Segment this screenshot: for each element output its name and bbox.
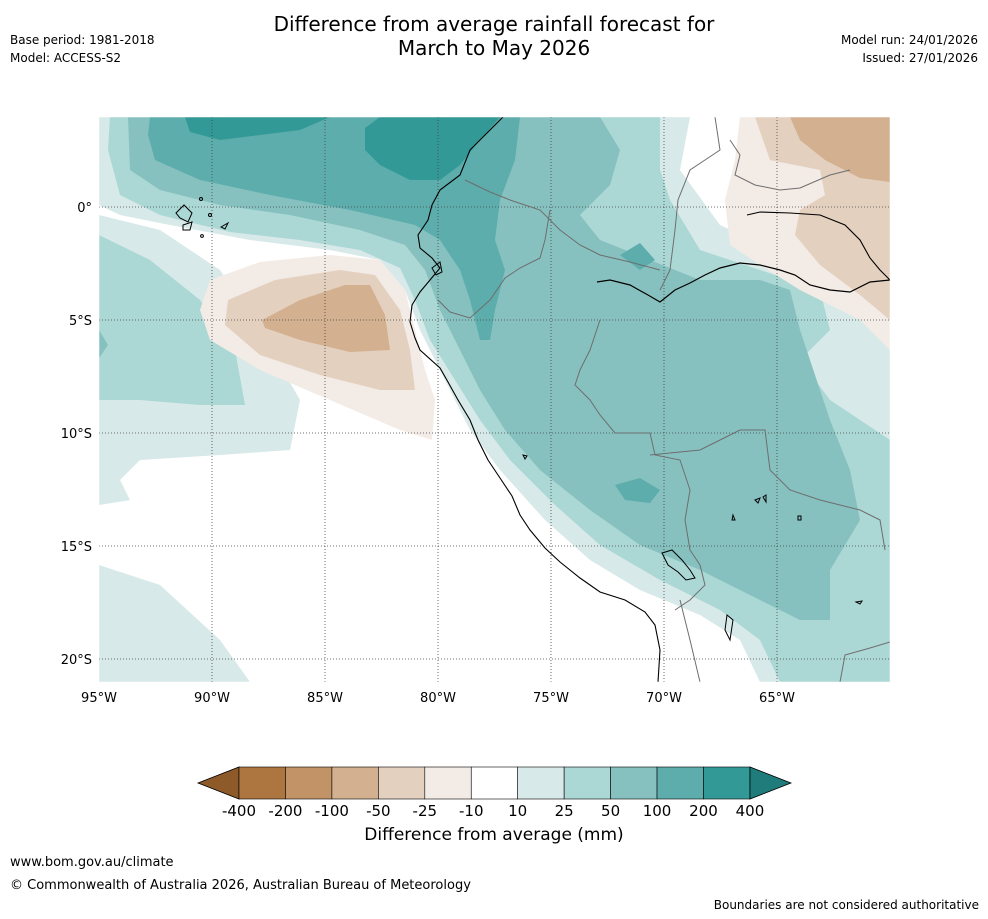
- contour-neg50-neg100-ne: [790, 117, 890, 182]
- colorbar-tick-label: -100: [315, 802, 349, 820]
- model-run: Model run: 24/01/2026: [840, 33, 978, 47]
- contour-100-200-patch2: [620, 243, 655, 270]
- title-line-2: March to May 2026: [397, 36, 591, 60]
- gridlines: [99, 117, 890, 682]
- footer-url: www.bom.gov.au/climate: [10, 855, 174, 870]
- lat-label: 5°S: [69, 314, 92, 329]
- contour-10-25-south: [99, 565, 250, 682]
- colorbar-tick-label: -25: [413, 802, 438, 820]
- map-title: Difference from average rainfall forecas…: [0, 12, 988, 60]
- colorbar-swatch: [285, 766, 333, 800]
- colorbar-swatch: [331, 766, 379, 800]
- contour-50-100-west: [99, 330, 108, 358]
- colorbar-tick-label: 100: [643, 802, 672, 820]
- latitude-labels: 0° 5°S 10°S 15°S 20°S: [61, 201, 92, 668]
- lon-label: 95°W: [81, 691, 117, 706]
- colorbar: -400 -200 -100 -50 -25 -10 10 25 50 100 200 400: [196, 766, 793, 820]
- colorbar-extend-high: [749, 766, 793, 800]
- lon-label: 85°W: [307, 691, 343, 706]
- small-lakes: [522, 454, 864, 642]
- lat-label: 10°S: [61, 427, 92, 442]
- colorbar-tick-label: -200: [268, 802, 302, 820]
- colorbar-tick-label: 400: [736, 802, 765, 820]
- contour-200-400-w: [185, 117, 330, 140]
- lon-label: 80°W: [420, 691, 456, 706]
- colorbar-swatch: [238, 766, 286, 800]
- lon-label: 70°W: [646, 691, 682, 706]
- colorbar-tick-label: 25: [555, 802, 574, 820]
- lon-label: 90°W: [194, 691, 230, 706]
- amazon-river: [596, 262, 890, 303]
- lon-label: 75°W: [533, 691, 569, 706]
- map-frame: [98, 116, 891, 683]
- contour-100-200-patch: [615, 478, 660, 503]
- gulf-island: [431, 261, 443, 276]
- colorbar-swatch: [656, 766, 704, 800]
- colorbar-swatch: [517, 766, 565, 800]
- colorbar-swatch: [378, 766, 426, 800]
- meta-left: Base period: 1981-2018 Model: ACCESS-S2: [10, 31, 155, 67]
- colorbar-swatch: [610, 766, 658, 800]
- lat-label: 0°: [77, 201, 92, 216]
- colorbar-tick-label: 200: [689, 802, 718, 820]
- colorbar-tick-label: 10: [508, 802, 527, 820]
- galapagos-islands: [175, 197, 230, 238]
- colorbar-swatch: [424, 766, 472, 800]
- colorbar-swatch: [563, 766, 611, 800]
- colorbar-swatch: [703, 766, 751, 800]
- colorbar-extend-low: [196, 766, 240, 800]
- lat-label: 20°S: [61, 653, 92, 668]
- footer-disclaimer: Boundaries are not considered authoritat…: [713, 898, 979, 912]
- lat-label: 15°S: [61, 540, 92, 555]
- contour-200-400: [365, 117, 500, 180]
- colorbar-swatch: [470, 766, 519, 800]
- coastline: [409, 117, 661, 682]
- contour-50-100: [128, 117, 860, 620]
- colorbar-tick-label: -10: [459, 802, 484, 820]
- contour-neg50-neg100: [262, 285, 390, 352]
- meta-right: Model run: 24/01/2026 Issued: 27/01/2026: [841, 31, 978, 67]
- issued-date: Issued: 27/01/2026: [862, 51, 978, 65]
- footer-left: www.bom.gov.au/climate © Commonwealth of…: [10, 851, 471, 897]
- lon-label: 65°W: [759, 691, 795, 706]
- title-line-1: Difference from average rainfall forecas…: [273, 12, 715, 36]
- colorbar-tick-label: 50: [601, 802, 620, 820]
- rio-negro: [746, 211, 890, 281]
- model-name: Model: ACCESS-S2: [10, 51, 122, 65]
- footer-copyright: © Commonwealth of Australia 2026, Austra…: [10, 878, 471, 893]
- colorbar-title: Difference from average (mm): [364, 825, 624, 845]
- colorbar-tick-label: -50: [366, 802, 391, 820]
- country-borders: [437, 117, 890, 682]
- map-area: [99, 117, 890, 682]
- colorbar-tick-label: -400: [222, 802, 256, 820]
- longitude-labels: 95°W 90°W 85°W 80°W 75°W 70°W 65°W: [81, 691, 795, 706]
- base-period: Base period: 1981-2018: [10, 33, 155, 47]
- lake-titicaca: [661, 549, 696, 581]
